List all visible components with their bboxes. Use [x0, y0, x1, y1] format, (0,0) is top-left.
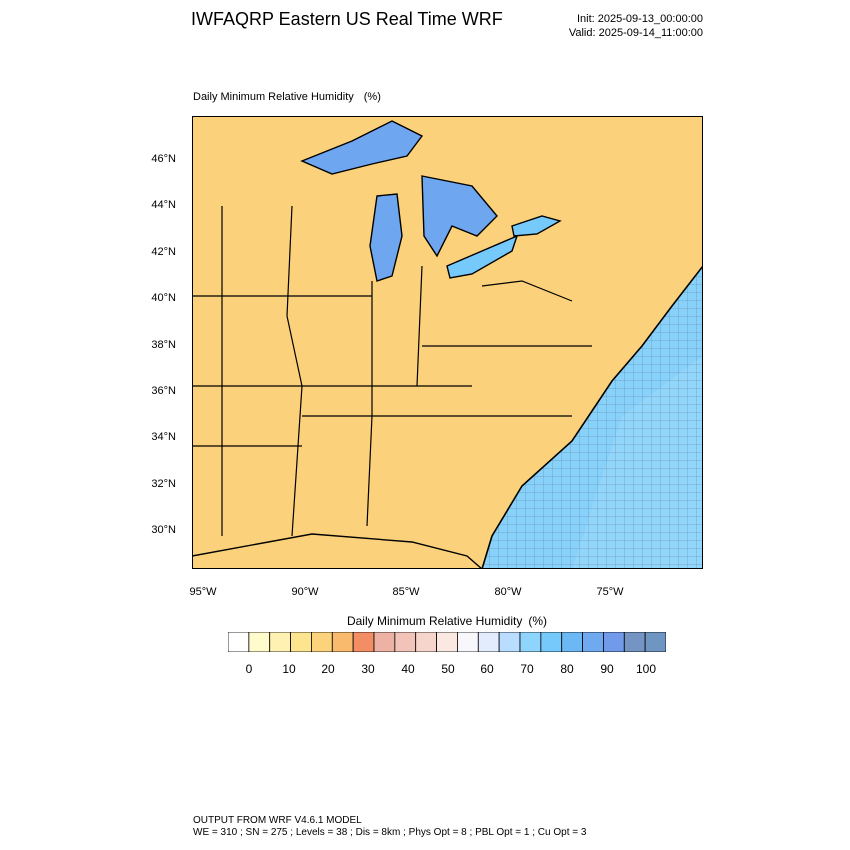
lon-label: 95°W: [189, 586, 217, 598]
colorbar-swatch: [269, 632, 291, 652]
lat-label: 36°N: [151, 385, 176, 397]
coastline: [481, 265, 703, 569]
colorbar-swatch: [290, 632, 312, 652]
field-title: Daily Minimum Relative Humidity (%): [193, 91, 381, 103]
plot-title: IWFAQRP Eastern US Real Time WRF: [191, 9, 503, 29]
colorbar: [228, 632, 666, 652]
lake-ontario: [511, 215, 562, 237]
footer-model: OUTPUT FROM WRF V4.6.1 MODEL: [193, 815, 362, 826]
colorbar-swatch: [331, 632, 354, 652]
colorbar-label: 0: [245, 662, 253, 676]
lat-label: 44°N: [151, 199, 176, 211]
colorbar-swatch: [477, 632, 500, 652]
lat-label: 40°N: [151, 292, 176, 304]
colorbar-swatch: [644, 632, 666, 652]
lat-label: 34°N: [151, 431, 176, 443]
lake-michigan: [369, 193, 403, 282]
field-units: (%): [363, 91, 381, 103]
colorbar-label: 60: [480, 662, 494, 676]
lat-label: 30°N: [151, 524, 176, 536]
colorbar-swatch: [582, 632, 604, 652]
land-area: [192, 116, 703, 569]
colorbar-swatch: [352, 632, 375, 652]
colorbar-swatch: [623, 632, 646, 652]
colorbar-field: Daily Minimum Relative Humidity: [346, 614, 523, 628]
lon-label: 75°W: [596, 586, 624, 598]
humidity-map: [192, 116, 703, 569]
colorbar-swatch: [248, 632, 271, 652]
colorbar-swatch: [561, 632, 583, 652]
lon-label: 85°W: [392, 586, 420, 598]
colorbar-label: 50: [441, 662, 455, 676]
lake-erie: [446, 234, 519, 279]
init-time: Init: 2025-09-13_00:00:00: [577, 13, 703, 25]
lat-label: 46°N: [151, 153, 176, 165]
colorbar-label: 70: [520, 662, 534, 676]
lake-huron: [421, 175, 498, 258]
colorbar-swatch: [519, 632, 542, 652]
colorbar-swatch: [603, 632, 625, 652]
lat-label: 38°N: [151, 339, 176, 351]
colorbar-label: 90: [600, 662, 614, 676]
footer-config: WE = 310 ; SN = 275 ; Levels = 38 ; Dis …: [193, 827, 587, 838]
map-frame: [192, 116, 703, 569]
colorbar-units: (%): [528, 614, 548, 628]
colorbar-swatch: [457, 632, 479, 652]
lon-label: 80°W: [494, 586, 522, 598]
colorbar-swatch: [415, 632, 437, 652]
colorbar-label: 20: [321, 662, 335, 676]
state-boundaries: [192, 205, 592, 537]
lake-superior: [300, 120, 424, 175]
lat-label: 32°N: [151, 478, 176, 490]
colorbar-swatch: [228, 632, 250, 652]
colorbar-label: 100: [635, 662, 657, 676]
colorbar-label: 10: [282, 662, 296, 676]
colorbar-swatch: [498, 632, 521, 652]
colorbar-swatch: [373, 632, 396, 652]
colorbar-swatch: [436, 632, 458, 652]
colorbar-label: 30: [361, 662, 375, 676]
lat-label: 42°N: [151, 246, 176, 258]
colorbar-swatch: [394, 632, 417, 652]
colorbar-swatch: [540, 632, 563, 652]
lon-label: 90°W: [291, 586, 319, 598]
field-name: Daily Minimum Relative Humidity: [193, 91, 354, 103]
colorbar-swatch: [311, 632, 333, 652]
colorbar-label: 40: [401, 662, 415, 676]
gulf-coastline: [192, 533, 483, 569]
colorbar-title: Daily Minimum Relative Humidity (%): [228, 614, 666, 628]
valid-time: Valid: 2025-09-14_11:00:00: [568, 27, 703, 39]
colorbar-label: 80: [560, 662, 574, 676]
